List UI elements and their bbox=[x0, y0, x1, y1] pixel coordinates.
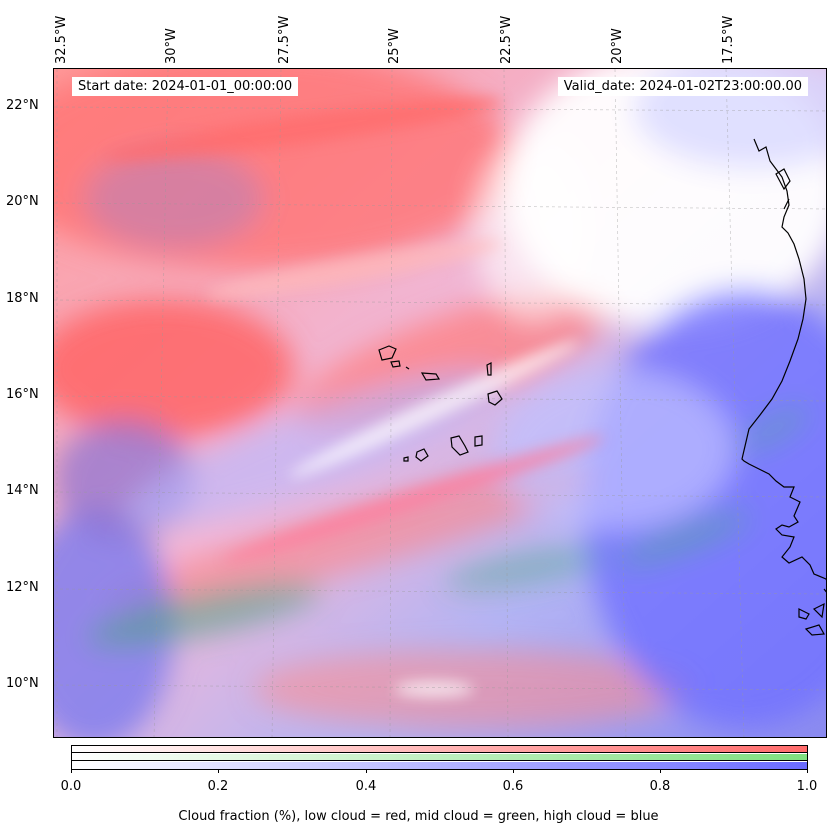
cloud-fraction-map: Start date: 2024-01-01_00:00:00 Valid_da… bbox=[53, 68, 827, 738]
lon-label: 22.5°W bbox=[499, 15, 514, 64]
map-canvas bbox=[54, 69, 826, 737]
colorbar bbox=[71, 745, 808, 770]
cloud-field bbox=[54, 69, 826, 737]
lon-label: 25°W bbox=[387, 28, 402, 64]
lon-label: 32.5°W bbox=[54, 15, 69, 64]
lon-label: 17.5°W bbox=[721, 15, 736, 64]
colorbar-tick-label: 1.0 bbox=[796, 779, 818, 794]
lat-label: 18°N bbox=[6, 291, 39, 306]
colorbar-tickmark bbox=[660, 769, 661, 773]
island-outlines bbox=[378, 345, 503, 462]
lon-label: 20°W bbox=[610, 28, 625, 64]
colorbar-caption: Cloud fraction (%), low cloud = red, mid… bbox=[178, 809, 659, 824]
start-date-label: Start date: 2024-01-01_00:00:00 bbox=[72, 77, 299, 96]
cloud-streaks bbox=[105, 97, 605, 697]
colorbar-low-cloud bbox=[72, 746, 807, 753]
graticule bbox=[54, 69, 826, 737]
colorbar-mid-cloud bbox=[72, 754, 807, 761]
colorbar-tickmark bbox=[71, 769, 72, 773]
coastline bbox=[741, 138, 826, 581]
colorbar-high-cloud bbox=[72, 762, 807, 769]
colorbar-tick-label: 0.8 bbox=[649, 779, 671, 794]
lat-label: 22°N bbox=[6, 98, 39, 113]
lon-label: 30°W bbox=[164, 28, 179, 64]
lat-label: 20°N bbox=[6, 194, 39, 209]
lat-label: 10°N bbox=[6, 676, 39, 691]
valid-date-label: Valid_date: 2024-01-02T23:00:00.00 bbox=[557, 77, 808, 96]
colorbar-tick-label: 0.4 bbox=[355, 779, 377, 794]
colorbar-tick-label: 0.6 bbox=[502, 779, 524, 794]
lat-label: 16°N bbox=[6, 387, 39, 402]
lon-label: 27.5°W bbox=[277, 15, 292, 64]
coastline-detail bbox=[775, 168, 791, 210]
coastline-islands bbox=[798, 588, 826, 636]
colorbar-tick-label: 0.0 bbox=[60, 779, 82, 794]
colorbar-tickmark bbox=[218, 769, 219, 773]
colorbar-tickmark bbox=[513, 769, 514, 773]
colorbar-tickmark bbox=[807, 769, 808, 773]
lat-label: 12°N bbox=[6, 580, 39, 595]
colorbar-tickmark bbox=[366, 769, 367, 773]
lat-label: 14°N bbox=[6, 483, 39, 498]
colorbar-tick-label: 0.2 bbox=[207, 779, 229, 794]
